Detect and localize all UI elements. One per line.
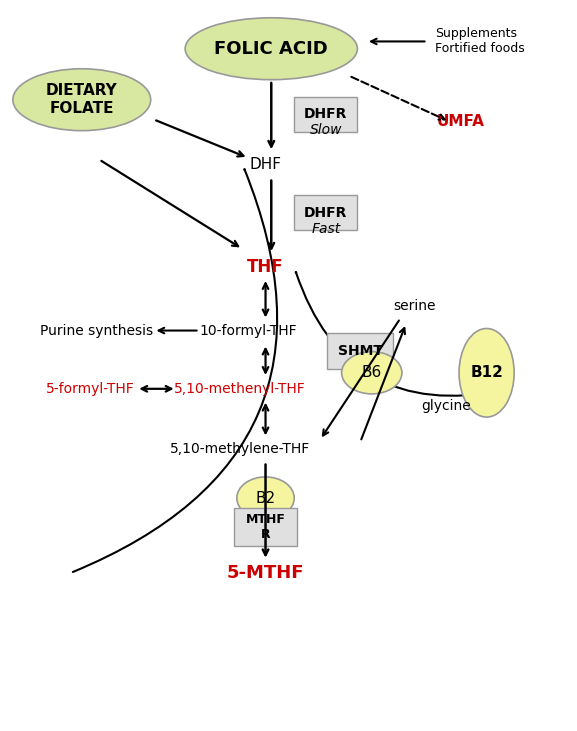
FancyBboxPatch shape <box>327 333 394 369</box>
Text: glycine: glycine <box>422 398 471 412</box>
Ellipse shape <box>237 477 294 519</box>
Text: DHF: DHF <box>249 157 282 172</box>
Text: THF: THF <box>247 258 284 276</box>
Ellipse shape <box>13 69 151 131</box>
FancyBboxPatch shape <box>294 195 357 230</box>
Text: DHFR: DHFR <box>304 205 347 219</box>
Ellipse shape <box>185 18 357 80</box>
Text: serine: serine <box>394 299 436 313</box>
FancyArrowPatch shape <box>296 272 504 395</box>
Ellipse shape <box>342 352 402 394</box>
Text: Fast: Fast <box>311 221 340 235</box>
FancyArrowPatch shape <box>73 170 277 572</box>
Text: B2: B2 <box>256 491 276 506</box>
Text: SHMT: SHMT <box>338 344 383 358</box>
Text: 5,10-methenyl-THF: 5,10-methenyl-THF <box>174 382 306 395</box>
Text: Slow: Slow <box>310 124 342 137</box>
Text: B12: B12 <box>470 366 503 380</box>
Text: DHFR: DHFR <box>304 107 347 121</box>
FancyBboxPatch shape <box>234 508 297 546</box>
Text: 5-MTHF: 5-MTHF <box>227 564 304 582</box>
Text: Purine synthesis: Purine synthesis <box>40 324 153 338</box>
Text: Supplements
Fortified foods: Supplements Fortified foods <box>435 28 524 56</box>
Text: MTHF
R: MTHF R <box>246 513 286 541</box>
FancyBboxPatch shape <box>294 96 357 132</box>
Text: UMFA: UMFA <box>437 114 485 129</box>
Text: 10-formyl-THF: 10-formyl-THF <box>200 324 297 338</box>
Text: 5-formyl-THF: 5-formyl-THF <box>46 382 135 395</box>
Text: 5,10-methylene-THF: 5,10-methylene-THF <box>170 442 310 456</box>
Text: FOLIC ACID: FOLIC ACID <box>215 39 328 58</box>
Text: B6: B6 <box>362 366 382 380</box>
Ellipse shape <box>459 328 514 417</box>
Text: DIETARY
FOLATE: DIETARY FOLATE <box>46 83 118 116</box>
